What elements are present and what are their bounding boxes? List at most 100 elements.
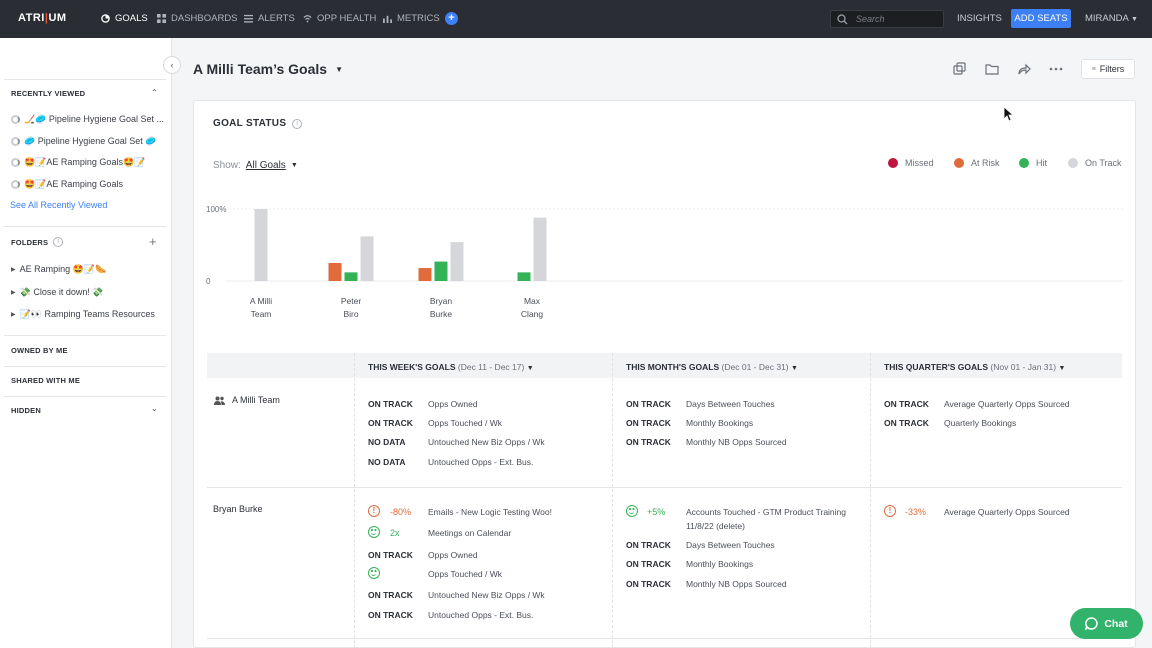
see-all-recently-viewed-link[interactable]: See All Recently Viewed [10, 200, 108, 210]
user-menu[interactable]: MIRANDA ▼ [1085, 13, 1138, 24]
x-tick-label: Peter [341, 296, 361, 306]
legend-dot [954, 158, 964, 168]
chevron-left-icon: ‹ [170, 60, 174, 70]
goal-icon [101, 14, 110, 23]
share-icon[interactable] [1017, 62, 1031, 76]
hidden-header[interactable]: HIDDEN [11, 406, 41, 415]
warning-icon: ! [884, 505, 896, 517]
divider [612, 353, 613, 648]
goal-name[interactable]: Monthly Bookings [686, 418, 754, 428]
add-folder-icon[interactable]: + [149, 234, 157, 249]
goal-status: ON TRACK [368, 550, 413, 560]
bar-hit [344, 272, 358, 281]
goal-icon [11, 158, 20, 167]
nav-dashboards[interactable]: DASHBOARDS [157, 13, 238, 24]
folder-item[interactable]: ▶ AE Ramping 🤩📝🌭 [11, 264, 107, 274]
show-filter[interactable]: Show: All Goals ▼ [213, 160, 298, 171]
goal-icon [11, 137, 20, 146]
bar-hit [517, 272, 531, 281]
goal-status: ON TRACK [626, 559, 671, 569]
goal-name[interactable]: Days Between Touches [686, 399, 775, 409]
x-tick-label: A Milli [250, 296, 272, 306]
insights-link[interactable]: INSIGHTS [957, 13, 1002, 24]
goal-name[interactable]: Emails - New Logic Testing Woo! [428, 507, 552, 517]
bar-on-track [450, 242, 464, 281]
team-icon [214, 396, 225, 405]
y-tick-label: 0 [206, 277, 211, 286]
x-tick-label: Clang [521, 309, 543, 319]
shared-with-me-header[interactable]: SHARED WITH ME [11, 376, 81, 385]
goal-status: ON TRACK [626, 540, 671, 550]
goal-name[interactable]: Untouched Opps - Ext. Bus. [428, 457, 534, 467]
goal-name[interactable]: Monthly Bookings [686, 559, 754, 569]
collapse-sidebar-button[interactable]: ‹ [163, 56, 181, 74]
goal-name[interactable]: Untouched New Biz Opps / Wk [428, 437, 545, 447]
goal-icon [11, 180, 20, 189]
folder-item[interactable]: ▶ 💸 Close it down! 💸 [11, 287, 104, 297]
smile-icon [368, 567, 380, 579]
goal-name[interactable]: Meetings on Calendar [428, 528, 512, 538]
col-header-week[interactable]: THIS WEEK'S GOALS (Dec 11 - Dec 17) ▼ [368, 362, 534, 372]
goal-status: NO DATA [368, 457, 406, 467]
more-icon[interactable] [1049, 62, 1063, 76]
goal-name[interactable]: Opps Touched / Wk [428, 569, 503, 579]
add-icon[interactable]: + [445, 12, 458, 25]
folders-header: FOLDERS i [11, 237, 64, 247]
x-tick-label: Max [524, 296, 541, 306]
recent-item[interactable]: 🥏 Pipeline Hygiene Goal Set 🥏 [11, 136, 156, 147]
nav-alerts[interactable]: ALERTS [244, 13, 295, 24]
goal-name[interactable]: Untouched New Biz Opps / Wk [428, 590, 545, 600]
y-tick-label: 100% [206, 205, 226, 214]
copy-icon[interactable] [953, 62, 967, 76]
chevron-up-icon[interactable]: ⌃ [151, 88, 158, 97]
goal-percent: -80% [390, 507, 412, 517]
legend-dot [1019, 158, 1029, 168]
goal-name[interactable]: Monthly NB Opps Sourced [686, 579, 787, 589]
x-tick-label: Biro [343, 309, 358, 319]
goal-status: ON TRACK [368, 418, 413, 428]
folder-icon[interactable] [985, 62, 999, 76]
col-header-month[interactable]: THIS MONTH'S GOALS (Dec 01 - Dec 31) ▼ [626, 362, 798, 372]
chat-button[interactable]: Chat [1070, 608, 1143, 639]
goal-name[interactable]: Accounts Touched - GTM Product Training … [686, 507, 847, 531]
nav-opp-health[interactable]: OPP HEALTH [303, 13, 376, 24]
info-icon[interactable]: i [53, 237, 64, 247]
table-header [207, 353, 1122, 378]
add-seats-button[interactable]: ADD SEATS [1011, 9, 1071, 28]
goal-name[interactable]: Opps Touched / Wk [428, 418, 503, 428]
goal-name[interactable]: Average Quarterly Opps Sourced [944, 507, 1070, 517]
chevron-down-icon[interactable]: ⌄ [151, 404, 158, 413]
grid-icon [157, 14, 166, 23]
goal-name[interactable]: Untouched Opps - Ext. Bus. [428, 610, 534, 620]
goal-name[interactable]: Days Between Touches [686, 540, 775, 550]
folder-item[interactable]: ▶ 📝👀 Ramping Teams Resources [11, 309, 155, 319]
recently-viewed-header[interactable]: RECENTLY VIEWED [11, 89, 86, 98]
goal-name[interactable]: Quarterly Bookings [944, 418, 1017, 428]
table-row-name[interactable]: A Milli Team [214, 395, 280, 405]
divider [870, 353, 871, 648]
filters-button[interactable]: ≡ Filters [1081, 59, 1135, 79]
table-row-name[interactable]: Bryan Burke [213, 504, 263, 514]
search-input[interactable] [856, 14, 936, 24]
page-title[interactable]: A Milli Team’s Goals ▼ [193, 61, 343, 77]
atrium-logo[interactable]: ATRI|UM [18, 12, 67, 24]
legend-dot [1068, 158, 1078, 168]
goal-name[interactable]: Opps Owned [428, 550, 478, 560]
caret-down-icon: ▼ [791, 365, 798, 372]
owned-by-me-header[interactable]: OWNED BY ME [11, 346, 68, 355]
goal-name[interactable]: Average Quarterly Opps Sourced [944, 399, 1070, 409]
nav-metrics[interactable]: METRICS [383, 13, 440, 24]
info-icon[interactable]: i [292, 118, 303, 129]
goal-status: ON TRACK [884, 418, 929, 428]
nav-goals[interactable]: GOALS [101, 13, 148, 24]
recent-item[interactable]: 🤩📝AE Ramping Goals🤩📝 [11, 157, 145, 168]
goal-name[interactable]: Monthly NB Opps Sourced [686, 437, 787, 447]
search-box[interactable] [830, 10, 944, 28]
goal-name[interactable]: Opps Owned [428, 399, 478, 409]
goal-status-title: GOAL STATUS i [213, 118, 303, 129]
recent-item[interactable]: 🤩📝AE Ramping Goals [11, 179, 123, 190]
show-select[interactable]: All Goals [245, 160, 286, 171]
recent-item[interactable]: 🏒🥏 Pipeline Hygiene Goal Set ... [11, 114, 164, 125]
col-header-quarter[interactable]: THIS QUARTER'S GOALS (Nov 01 - Jan 31) ▼ [884, 362, 1066, 372]
goal-status: ON TRACK [626, 437, 671, 447]
